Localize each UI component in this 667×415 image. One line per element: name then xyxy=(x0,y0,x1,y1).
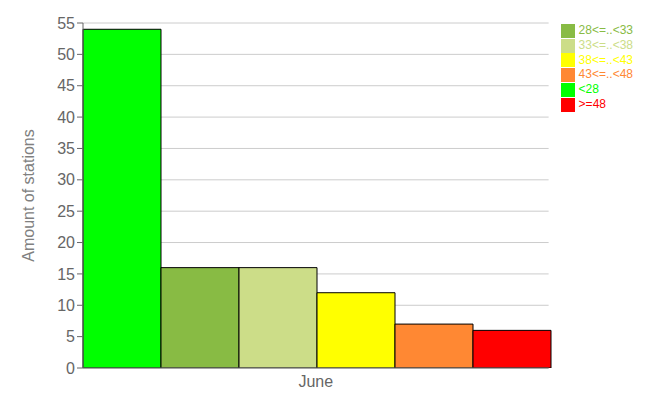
svg-text:50: 50 xyxy=(57,46,75,63)
svg-text:35: 35 xyxy=(57,140,75,157)
svg-text:June: June xyxy=(298,373,333,390)
svg-text:0: 0 xyxy=(66,360,75,377)
html-text:<28: <28 xyxy=(578,82,599,97)
svg-text:40: 40 xyxy=(57,109,75,126)
svg-text:20: 20 xyxy=(57,234,75,251)
html-text:33<=..<38: 33<=..<38 xyxy=(578,37,633,52)
svg-text:55: 55 xyxy=(57,15,75,32)
svg-text:10: 10 xyxy=(57,297,75,314)
html-text:43<=..<48: 43<=..<48 xyxy=(578,67,633,82)
svg-text:Amount of stations: Amount of stations xyxy=(20,129,37,262)
svg-text:30: 30 xyxy=(57,171,75,188)
svg-text:15: 15 xyxy=(57,266,75,283)
svg-text:45: 45 xyxy=(57,77,75,94)
svg-text:5: 5 xyxy=(66,328,75,345)
html-text:28<=..<33: 28<=..<33 xyxy=(578,23,633,37)
html-text:>=48: >=48 xyxy=(578,97,606,112)
html-text:38<=..<43: 38<=..<43 xyxy=(578,52,633,67)
svg-text:25: 25 xyxy=(57,203,75,220)
